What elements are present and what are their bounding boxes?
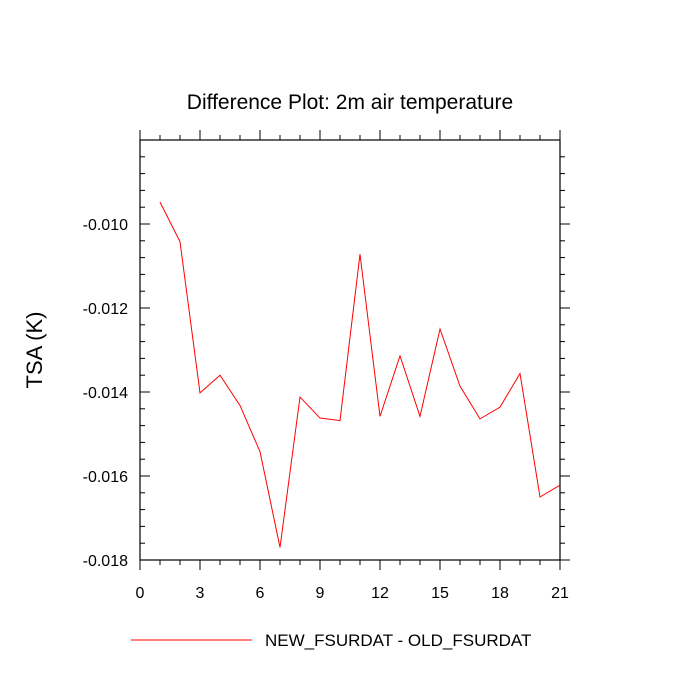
y-tick-label: -0.012 bbox=[83, 301, 128, 318]
y-tick-label: -0.018 bbox=[83, 553, 128, 570]
chart-title: Difference Plot: 2m air temperature bbox=[187, 91, 513, 114]
x-tick-label: 9 bbox=[316, 585, 325, 602]
x-tick-label: 0 bbox=[136, 585, 145, 602]
y-tick-label: -0.016 bbox=[83, 469, 128, 486]
series-line bbox=[159, 201, 561, 548]
y-tick-label: -0.010 bbox=[83, 217, 128, 234]
x-tick-label: 6 bbox=[256, 585, 265, 602]
y-tick-label: -0.014 bbox=[83, 385, 128, 402]
y-axis-label: TSA (K) bbox=[22, 311, 47, 388]
legend-series-label: NEW_FSURDAT - OLD_FSURDAT bbox=[265, 631, 531, 650]
x-tick-label: 15 bbox=[431, 585, 449, 602]
axis-ticks bbox=[139, 130, 570, 570]
x-tick-label: 18 bbox=[491, 585, 509, 602]
axis-tick-labels: 0 3 6 9 12 15 18 21 -0.018 -0.016 -0.014 -0.012 -0.0… bbox=[83, 217, 569, 602]
x-tick-label: 21 bbox=[551, 585, 569, 602]
plot-frame bbox=[139, 139, 561, 561]
x-tick-label: 3 bbox=[196, 585, 205, 602]
x-tick-label: 12 bbox=[371, 585, 389, 602]
legend: NEW_FSURDAT - OLD_FSURDAT bbox=[131, 631, 531, 650]
series-layer bbox=[159, 201, 561, 548]
